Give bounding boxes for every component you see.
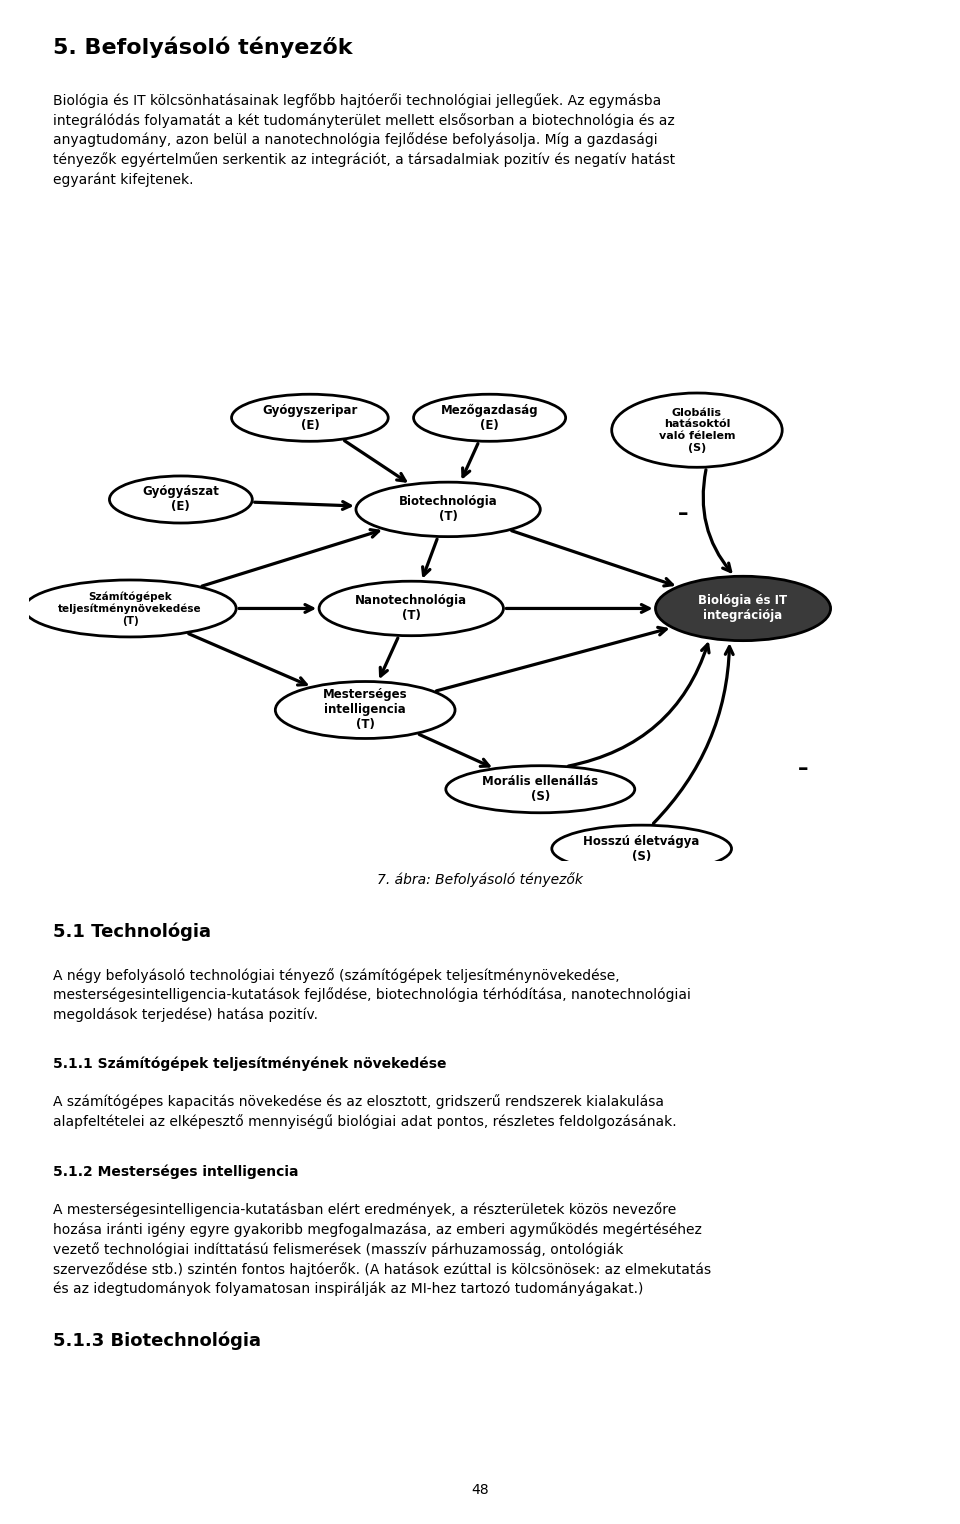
Text: Biológia és IT kölcsönhatásainak legfőbb hajtóerői technológiai jellegűek. Az eg: Biológia és IT kölcsönhatásainak legfőbb… <box>53 93 675 186</box>
Text: 48: 48 <box>471 1483 489 1497</box>
Text: Hosszú életvágya
(S): Hosszú életvágya (S) <box>584 835 700 863</box>
Text: Biológia és IT
integrációja: Biológia és IT integrációja <box>699 594 787 622</box>
FancyArrowPatch shape <box>345 440 405 482</box>
FancyArrowPatch shape <box>202 530 378 587</box>
FancyArrowPatch shape <box>654 646 733 823</box>
Ellipse shape <box>445 765 635 812</box>
FancyArrowPatch shape <box>420 735 489 767</box>
Text: –: – <box>678 504 688 524</box>
Text: Nanotechnológia
(T): Nanotechnológia (T) <box>355 594 468 622</box>
FancyArrowPatch shape <box>437 628 666 690</box>
Ellipse shape <box>231 395 388 442</box>
Ellipse shape <box>276 681 455 739</box>
Text: Gyógyszeripar
(E): Gyógyszeripar (E) <box>262 404 357 431</box>
Text: Mesterséges
intelligencia
(T): Mesterséges intelligencia (T) <box>323 689 407 732</box>
Text: A mesterségesintelligencia-kutatásban elért eredmények, a részterületek közös ne: A mesterségesintelligencia-kutatásban el… <box>53 1202 711 1295</box>
FancyArrowPatch shape <box>239 605 313 613</box>
Ellipse shape <box>414 395 565 442</box>
Ellipse shape <box>24 581 236 637</box>
Ellipse shape <box>656 576 830 640</box>
Text: 5.1.2 Mesterséges intelligencia: 5.1.2 Mesterséges intelligencia <box>53 1164 299 1180</box>
Text: A négy befolyásoló technológiai tényező (számítógépek teljesítménynövekedése,
me: A négy befolyásoló technológiai tényező … <box>53 968 690 1021</box>
Text: 5.1.3 Biotechnológia: 5.1.3 Biotechnológia <box>53 1332 261 1350</box>
Text: 7. ábra: Befolyásoló tényezők: 7. ábra: Befolyásoló tényezők <box>377 872 583 887</box>
Ellipse shape <box>552 824 732 872</box>
Text: Mezőgazdaság
(E): Mezőgazdaság (E) <box>441 404 539 431</box>
Ellipse shape <box>612 393 782 468</box>
FancyArrowPatch shape <box>568 645 709 767</box>
FancyArrowPatch shape <box>512 530 672 585</box>
Text: Biotechnológia
(T): Biotechnológia (T) <box>398 495 497 523</box>
Text: 5.1 Technológia: 5.1 Technológia <box>53 922 211 940</box>
FancyArrowPatch shape <box>189 634 306 684</box>
FancyArrowPatch shape <box>380 639 397 677</box>
Text: Számítógépek
teljesítménynövekedése
(T): Számítógépek teljesítménynövekedése (T) <box>59 591 202 626</box>
Text: A számítógépes kapacitás növekedése és az elosztott, gridszerű rendszerek kialak: A számítógépes kapacitás növekedése és a… <box>53 1094 677 1129</box>
Text: Globális
hatásoktól
való félelem
(S): Globális hatásoktól való félelem (S) <box>659 408 735 453</box>
FancyArrowPatch shape <box>506 605 649 613</box>
FancyArrowPatch shape <box>422 539 437 576</box>
Ellipse shape <box>319 581 503 636</box>
FancyArrowPatch shape <box>254 501 350 509</box>
Text: Morális ellenállás
(S): Morális ellenállás (S) <box>482 776 598 803</box>
Ellipse shape <box>109 475 252 523</box>
Text: Gyógyászat
(E): Gyógyászat (E) <box>142 486 219 514</box>
Text: –: – <box>798 759 808 779</box>
Ellipse shape <box>356 482 540 536</box>
Text: 5. Befolyásoló tényezők: 5. Befolyásoló tényezők <box>53 37 352 58</box>
FancyArrowPatch shape <box>703 469 731 572</box>
FancyArrowPatch shape <box>463 443 478 477</box>
Text: 5.1.1 Számítógépek teljesítményének növekedése: 5.1.1 Számítógépek teljesítményének növe… <box>53 1056 446 1071</box>
